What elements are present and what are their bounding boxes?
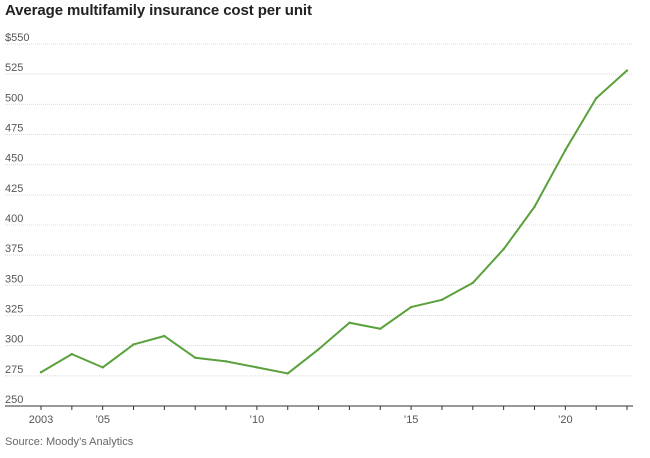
data-point — [502, 247, 505, 251]
y-tick-label: 525 — [5, 62, 23, 74]
data-point — [317, 348, 320, 351]
y-tick-label: 300 — [5, 334, 23, 346]
x-axis: 2003 ’05 ’10 ’15 ’20 — [5, 405, 633, 426]
x-tick-label: ’15 — [404, 414, 419, 426]
data-point — [348, 321, 351, 324]
x-tick-label: 2003 — [29, 414, 53, 426]
y-tick-label: 400 — [5, 213, 23, 225]
data-point — [194, 356, 197, 359]
y-tick-label: 275 — [5, 364, 23, 376]
data-point — [163, 334, 166, 338]
x-tick-label: ’20 — [558, 414, 573, 426]
data-point — [286, 372, 289, 375]
data-point — [39, 371, 43, 374]
y-tick-label: 425 — [5, 183, 23, 195]
data-point — [471, 281, 474, 285]
data-point — [101, 366, 104, 369]
y-tick-label: 500 — [5, 92, 23, 104]
y-tick-label: $550 — [5, 32, 29, 44]
line-chart: $550 525 500 475 450 425 400 375 350 325 300 275 250… — [5, 32, 633, 426]
data-point — [224, 360, 228, 363]
y-axis-labels: $550 525 500 475 450 425 400 375 350 325 300 275 250 — [5, 32, 29, 406]
y-tick-label: 450 — [5, 153, 23, 165]
data-point — [70, 352, 74, 356]
y-tick-label: 325 — [5, 304, 23, 316]
y-tick-label: 250 — [5, 394, 23, 406]
gridlines — [5, 43, 633, 377]
data-point — [440, 298, 444, 302]
x-tick-label: ’05 — [95, 414, 110, 426]
data-point — [564, 148, 567, 152]
y-tick-label: 475 — [5, 123, 23, 135]
x-tick-label: ’10 — [250, 414, 265, 426]
y-tick-label: 375 — [5, 243, 23, 255]
data-point — [379, 327, 382, 330]
data-point — [255, 366, 259, 369]
data-point — [533, 205, 536, 209]
y-tick-label: 350 — [5, 273, 23, 285]
series-line — [40, 69, 628, 375]
data-series — [39, 69, 629, 375]
data-point — [625, 69, 629, 72]
source-note: Source: Moody’s Analytics — [5, 436, 134, 448]
chart-title: Average multifamily insurance cost per u… — [5, 2, 312, 19]
data-point — [132, 343, 135, 346]
data-point — [409, 305, 413, 309]
data-point — [594, 97, 598, 100]
